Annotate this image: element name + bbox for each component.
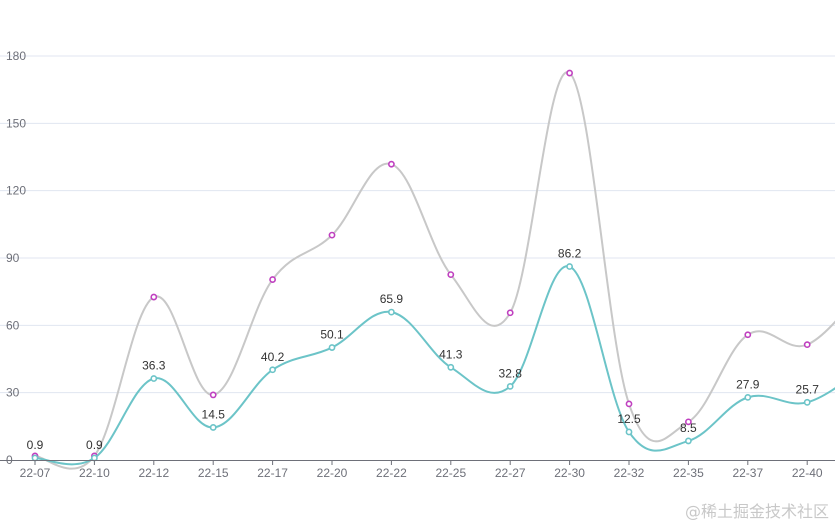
- data-label: 8.5: [680, 421, 697, 435]
- data-point-lower: [328, 344, 336, 351]
- data-point-upper: [566, 69, 573, 77]
- series-line-upper: [34, 71, 835, 470]
- data-point-lower: [209, 424, 217, 431]
- x-tick-label: 22-10: [79, 466, 110, 480]
- data-point-lower: [625, 428, 633, 436]
- series-line-lower: [34, 265, 835, 466]
- data-point-upper: [506, 309, 514, 317]
- data-labels: 0.9 0.9 36.3 14.5 40.2 50.1 65.9 41.3 32.8 86.2 12…: [27, 247, 820, 452]
- y-tick-label: 150: [6, 116, 26, 130]
- x-tick-label: 22-30: [554, 466, 585, 480]
- x-tick-label: 22-20: [317, 466, 348, 480]
- x-tick-label: 22-22: [376, 466, 407, 480]
- x-tick-label: 22-17: [257, 466, 288, 480]
- data-point-upper: [447, 271, 455, 279]
- data-point-upper: [685, 418, 692, 426]
- x-tick-label: 22-27: [495, 466, 526, 480]
- data-label: 65.9: [380, 292, 404, 306]
- data-label: 14.5: [202, 407, 226, 421]
- data-label: 25.7: [796, 382, 820, 396]
- data-point-lower: [506, 382, 514, 390]
- data-point-upper: [150, 293, 158, 301]
- x-tick-label: 22-35: [673, 466, 704, 480]
- data-label: 0.9: [86, 438, 103, 452]
- watermark-text: @稀土掘金技术社区: [684, 502, 829, 521]
- data-point-upper: [625, 400, 633, 408]
- data-point-upper: [744, 331, 752, 339]
- data-label: 36.3: [142, 359, 166, 373]
- y-tick-label: 180: [6, 49, 26, 63]
- chart-series: [31, 69, 835, 470]
- data-label: 27.9: [736, 377, 760, 391]
- data-label: 32.8: [499, 366, 523, 380]
- data-label: 40.2: [261, 350, 285, 364]
- data-point-lower: [447, 363, 455, 371]
- y-tick-label: 30: [6, 386, 20, 400]
- y-tick-label: 120: [6, 184, 26, 198]
- data-label: 12.5: [617, 412, 641, 426]
- data-point-upper: [803, 341, 811, 349]
- data-point-upper: [328, 231, 336, 239]
- data-point-lower: [387, 308, 395, 316]
- data-point-lower: [803, 398, 811, 406]
- x-axis: 22-07 22-10 22-12 22-15 22-17 22-20 22-22 22-25…: [0, 460, 835, 480]
- data-point-upper: [209, 391, 217, 399]
- data-point-upper: [269, 276, 276, 283]
- data-point-lower: [566, 263, 573, 270]
- y-tick-label: 60: [6, 318, 20, 332]
- x-tick-label: 22-07: [20, 466, 51, 480]
- y-tick-label: 90: [6, 251, 20, 265]
- data-label: 86.2: [558, 247, 582, 261]
- x-tick-label: 22-32: [614, 466, 645, 480]
- x-tick-label: 22-12: [138, 466, 169, 480]
- data-label: 41.3: [439, 347, 463, 361]
- data-point-lower: [31, 454, 39, 462]
- data-point-lower: [150, 375, 158, 382]
- data-point-lower: [685, 437, 692, 445]
- x-tick-label: 22-37: [732, 466, 763, 480]
- data-point-lower: [91, 454, 98, 462]
- data-label: 0.9: [27, 438, 44, 452]
- data-point-upper: [387, 160, 395, 168]
- data-point-lower: [269, 366, 276, 374]
- data-label: 50.1: [320, 328, 344, 342]
- x-tick-label: 22-40: [792, 466, 823, 480]
- data-point-lower: [744, 393, 752, 401]
- grid-lines: [0, 55, 835, 394]
- x-tick-label: 22-25: [435, 466, 466, 480]
- x-tick-label: 22-15: [198, 466, 229, 480]
